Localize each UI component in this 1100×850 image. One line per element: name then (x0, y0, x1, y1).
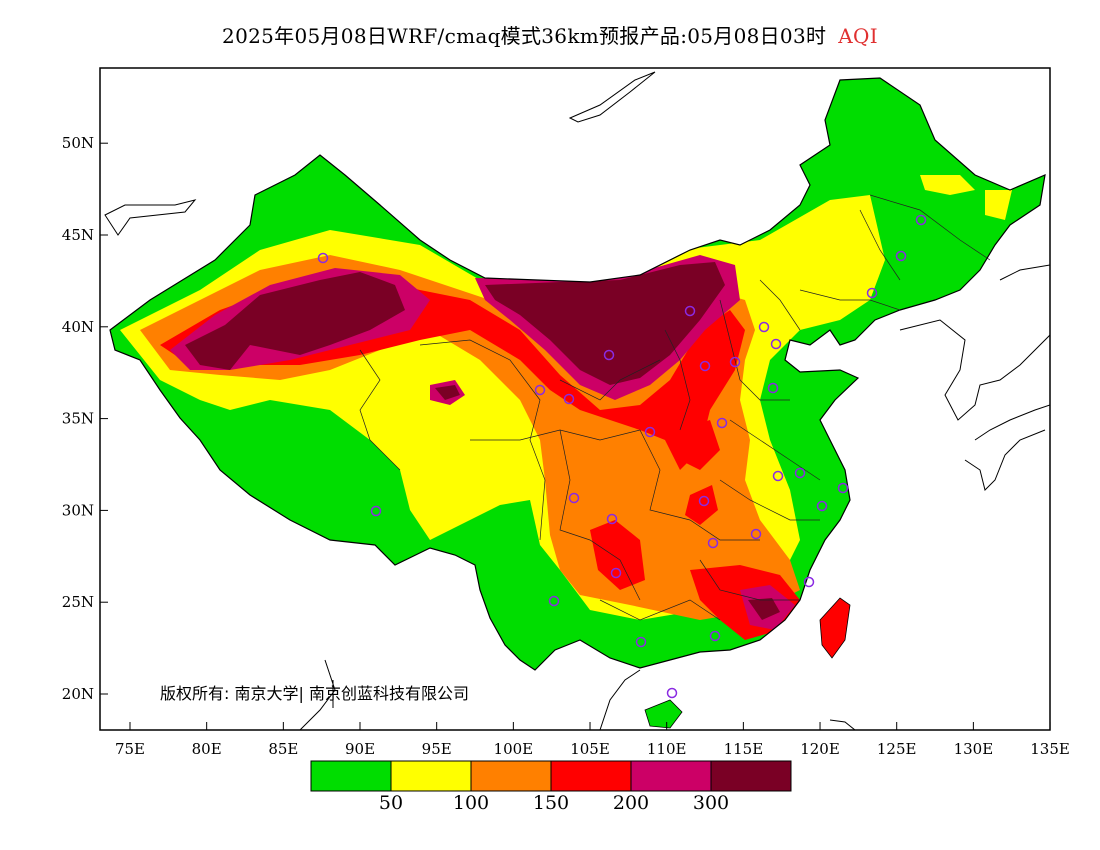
latitude-axis: 20N 25N 30N 35N 40N 45N 50N (62, 134, 108, 703)
lat-tick-label: 25N (62, 593, 94, 611)
station-marker (716, 417, 728, 429)
lon-tick-label: 125E (877, 740, 917, 758)
station-marker (794, 467, 806, 479)
lon-tick-label: 95E (422, 740, 452, 758)
station-marker (666, 687, 678, 699)
legend-label: 50 (378, 792, 404, 814)
station-marker (603, 349, 615, 361)
station-marker (837, 482, 849, 494)
station-marker (606, 513, 618, 525)
coastline-sakhalin (999, 264, 1050, 281)
color-legend (310, 760, 792, 792)
station-marker (698, 495, 710, 507)
station-marker (729, 356, 741, 368)
hainan-region (644, 699, 683, 729)
station-marker (915, 214, 927, 226)
station-marker (699, 360, 711, 372)
station-marker (709, 630, 721, 642)
legend-swatch (470, 760, 552, 792)
coastline-japan (964, 404, 1050, 491)
station-marker (370, 505, 382, 517)
lat-tick-label: 45N (62, 226, 94, 244)
lat-tick-label: 35N (62, 410, 94, 428)
legend-swatch (710, 760, 792, 792)
station-marker (568, 492, 580, 504)
coastline-korea (899, 319, 1050, 421)
station-marker (707, 537, 719, 549)
station-marker (750, 528, 762, 540)
taiwan-region (819, 597, 851, 659)
station-marker (610, 567, 622, 579)
lon-tick-label: 90E (345, 740, 375, 758)
lat-tick-label: 30N (62, 501, 94, 519)
lat-tick-label: 20N (62, 685, 94, 703)
legend-label: 150 (532, 792, 570, 814)
station-marker (767, 382, 779, 394)
lon-tick-label: 120E (800, 740, 840, 758)
lon-tick-label: 135E (1030, 740, 1070, 758)
station-marker (644, 426, 656, 438)
legend-label: 100 (452, 792, 490, 814)
map-title: 2025年05月08日WRF/cmaq模式36km预报产品:05月08日03时 A… (0, 20, 1100, 49)
lon-tick-label: 110E (647, 740, 687, 758)
china-outline (109, 77, 1046, 671)
legend-swatch (550, 760, 632, 792)
station-marker (635, 636, 647, 648)
station-markers (317, 214, 927, 699)
station-marker (534, 384, 546, 396)
station-marker (317, 252, 329, 264)
longitude-axis: 75E 80E 85E 90E 95E 100E 105E 110E 115E 120E 125E 1… (115, 722, 1070, 758)
title-variable: AQI (838, 24, 878, 48)
lon-tick-label: 85E (268, 740, 298, 758)
lon-tick-label: 80E (192, 740, 222, 758)
station-marker (895, 250, 907, 262)
station-marker (563, 393, 575, 405)
province-borders (359, 194, 991, 621)
lat-tick-label: 40N (62, 318, 94, 336)
title-main: 2025年05月08日WRF/cmaq模式36km预报产品:05月08日03时 (222, 24, 827, 48)
station-marker (770, 338, 782, 350)
legend-swatch (630, 760, 712, 792)
lon-tick-label: 100E (494, 740, 534, 758)
legend-swatch (390, 760, 472, 792)
station-marker (772, 470, 784, 482)
station-marker (758, 321, 770, 333)
coastline-southeast-asia (299, 659, 856, 730)
copyright-notice: 版权所有: 南京大学| 南京创蓝科技有限公司 (160, 684, 469, 703)
station-marker (548, 595, 560, 607)
legend-swatch (310, 760, 392, 792)
coastline-lake-balkhash (104, 199, 197, 236)
coastline-baikal (568, 71, 656, 123)
lon-tick-label: 130E (954, 740, 994, 758)
lon-tick-label: 105E (570, 740, 610, 758)
lat-tick-label: 50N (62, 134, 94, 152)
station-marker (684, 305, 696, 317)
lon-tick-label: 115E (724, 740, 764, 758)
legend-label: 200 (612, 792, 650, 814)
station-marker (866, 287, 878, 299)
station-marker (816, 500, 828, 512)
lon-tick-label: 75E (115, 740, 145, 758)
station-marker (803, 576, 815, 588)
legend-label: 300 (692, 792, 730, 814)
